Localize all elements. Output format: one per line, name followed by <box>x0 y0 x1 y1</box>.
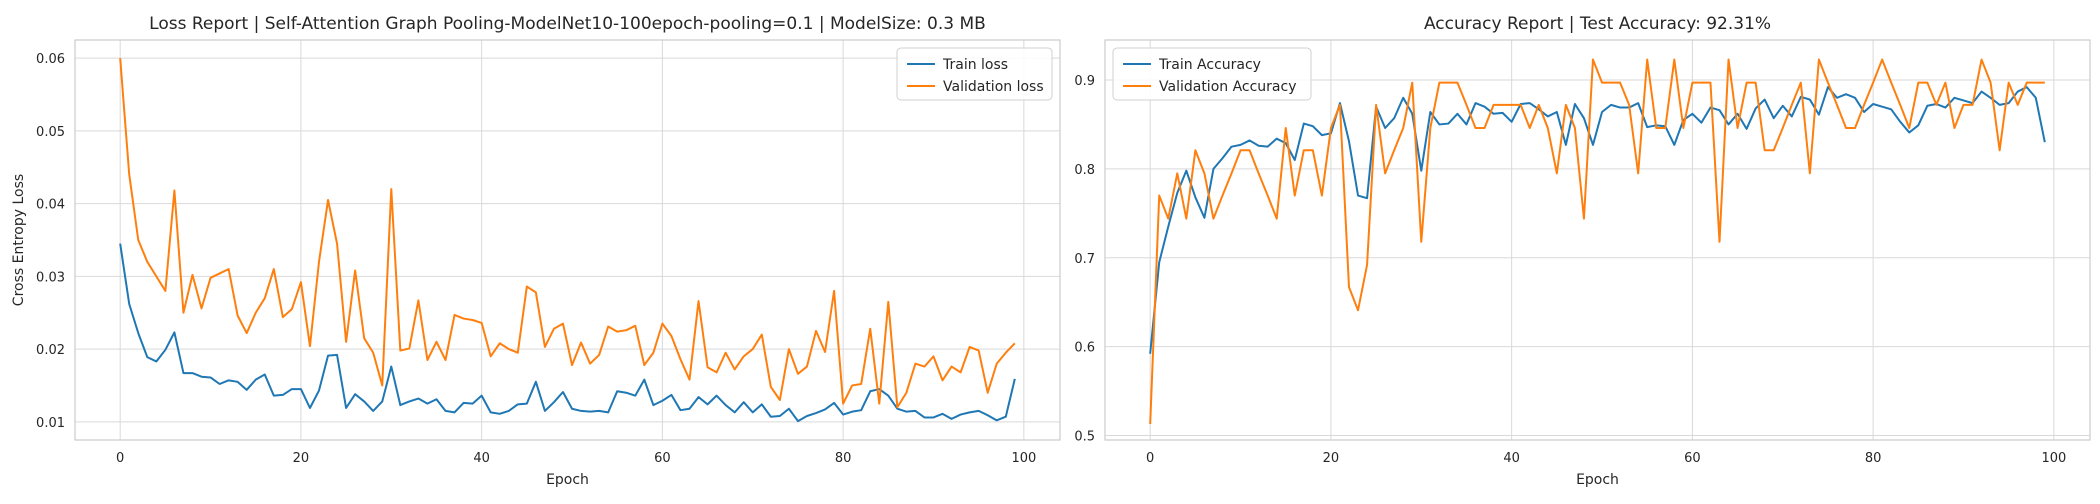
axes-frame <box>1104 39 2091 441</box>
chart-panel-2: 0 20 40 60 80 100 0.5 0.6 0.7 0.8 0.9 Accuracy Repo… <box>1074 14 2091 488</box>
y-tick-label: 0.9 <box>1074 74 1095 89</box>
y-tick-label: 0.02 <box>36 343 65 358</box>
y-tick-label: 0.04 <box>36 198 65 213</box>
legend-entry: Validation Accuracy <box>1159 79 1297 95</box>
x-tick-label: 20 <box>293 451 310 466</box>
legend-box <box>1112 47 1312 101</box>
series-line-train-accuracy <box>1149 86 2046 354</box>
y-tick-label: 0.03 <box>36 270 65 285</box>
x-tick-label: 40 <box>473 451 490 466</box>
legend-entry: Train loss <box>942 57 1008 73</box>
x-tick-label: 80 <box>1865 451 1882 466</box>
x-tick-label: 20 <box>1323 451 1340 466</box>
y-tick-label: 0.8 <box>1074 163 1095 178</box>
legend: Train Accuracy Validation Accuracy <box>1112 47 1312 101</box>
x-axis-label: Epoch <box>546 472 589 488</box>
plot-area <box>75 40 1060 440</box>
series-line-validation-loss <box>119 58 1016 409</box>
x-tick-label: 80 <box>835 451 852 466</box>
y-axis-label: Cross Entropy Loss <box>11 174 27 306</box>
y-tick-label: 0.7 <box>1074 252 1095 267</box>
y-tick-label: 0.01 <box>36 416 65 431</box>
x-axis-label: Epoch <box>1576 472 1619 488</box>
y-tick-label: 0.5 <box>1074 430 1095 445</box>
legend: Train loss Validation loss <box>896 47 1053 101</box>
y-tick-label: 0.6 <box>1074 341 1095 356</box>
x-tick-label: 100 <box>1011 451 1036 466</box>
chart-title: Accuracy Report | Test Accuracy: 92.31% <box>1424 14 1771 34</box>
x-tick-label: 40 <box>1503 451 1520 466</box>
x-tick-label: 100 <box>2041 451 2066 466</box>
x-tick-label: 60 <box>1684 451 1701 466</box>
x-tick-label: 0 <box>1146 451 1154 466</box>
legend-entry: Validation loss <box>943 79 1044 95</box>
series-line-validation-accuracy <box>1149 58 2045 425</box>
chart-title: Loss Report | Self-Attention Graph Pooli… <box>149 14 986 34</box>
chart-panel-1: 0 20 40 60 80 100 0.01 0.02 0.03 0.04 0.05 0.06 Loss… <box>11 14 1061 488</box>
x-tick-label: 0 <box>116 451 124 466</box>
axes-frame <box>74 39 1061 441</box>
legend-box <box>896 47 1053 101</box>
legend-entry: Train Accuracy <box>1158 57 1261 73</box>
y-tick-label: 0.06 <box>36 52 65 67</box>
series-line-train-loss <box>119 243 1016 423</box>
y-tick-label: 0.05 <box>36 125 65 140</box>
x-tick-label: 60 <box>654 451 671 466</box>
